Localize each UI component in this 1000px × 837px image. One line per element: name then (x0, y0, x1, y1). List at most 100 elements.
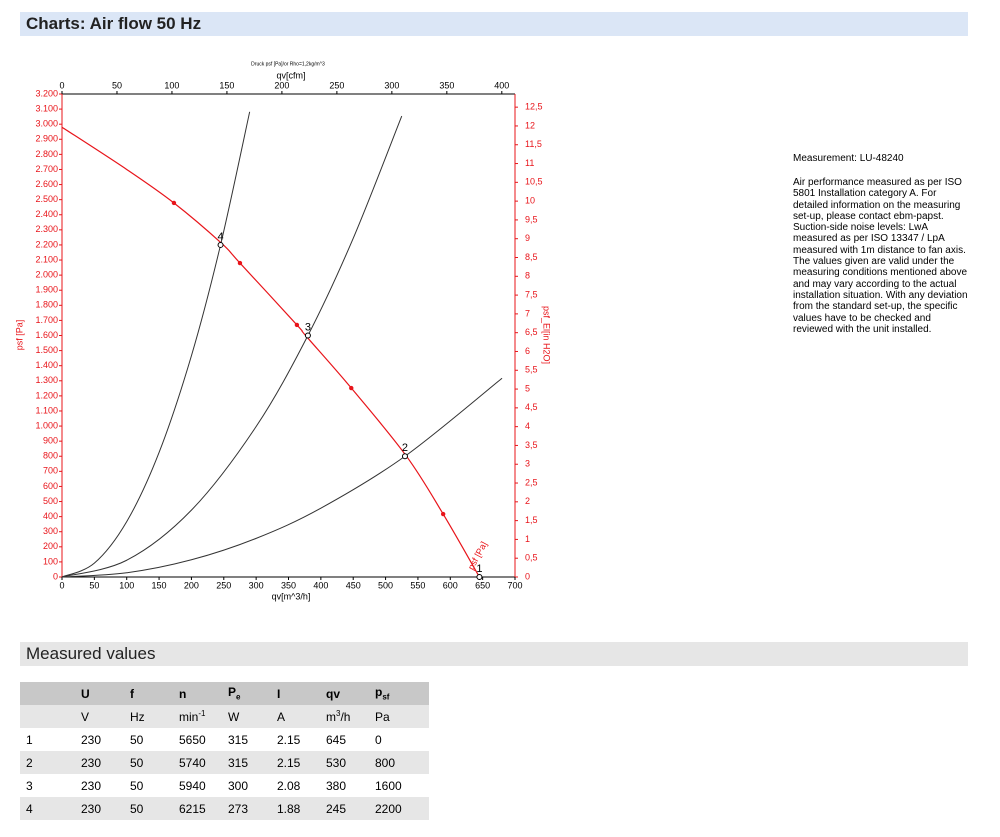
series-line (61, 111, 251, 578)
y2-tick-label: 4 (525, 421, 530, 431)
table-cell: Hz (124, 705, 173, 728)
x2-tick-label: 350 (439, 80, 454, 90)
table-cell: 530 (320, 751, 369, 774)
table-cell: 50 (124, 774, 173, 797)
y2-tick-label: 10,5 (525, 177, 543, 187)
y-tick-label: 1.700 (35, 315, 58, 325)
x-tick-label: 550 (410, 580, 425, 590)
y2-tick-label: 2 (525, 496, 530, 506)
table-cell: 645 (320, 728, 369, 751)
y-tick-label: 1.500 (35, 345, 58, 355)
table-cell: 2.15 (271, 728, 320, 751)
table-cell: 0 (369, 728, 429, 751)
marker (237, 260, 243, 266)
cell-text: n (179, 686, 187, 701)
chart: 01002003004005006007008009001.0001.1001.… (14, 61, 551, 601)
table-cell: 4 (20, 797, 75, 820)
y2-tick-label: 11,5 (525, 139, 542, 149)
table-cell: m3/h (320, 705, 369, 728)
cell-text: 1600 (375, 778, 402, 793)
table-cell: 245 (320, 797, 369, 820)
y-tick-label: 800 (43, 451, 58, 461)
table-cell: 300 (222, 774, 271, 797)
operating-point-label: 2 (402, 442, 408, 454)
y-tick-label: 2.700 (35, 164, 58, 174)
y2-tick-label: 3,5 (525, 440, 538, 450)
table-cell: 230 (75, 728, 124, 751)
y-tick-label: 1.300 (35, 375, 58, 385)
x-tick-label: 200 (184, 580, 199, 590)
y2-tick-label: 9 (525, 233, 530, 243)
table-cell: 5650 (173, 728, 222, 751)
y2-tick-label: 12,5 (525, 102, 543, 112)
cell-text: 2.15 (277, 732, 301, 747)
y-tick-label: 700 (43, 466, 58, 476)
table-cell: U (75, 682, 124, 705)
x-tick-label: 100 (119, 580, 134, 590)
x2-tick-label: 200 (274, 80, 289, 90)
y-tick-label: 1.100 (35, 405, 58, 415)
x-tick-label: 350 (281, 580, 296, 590)
cell-text: U (81, 686, 90, 701)
y-tick-label: 3.000 (35, 119, 58, 129)
table-cell: 230 (75, 797, 124, 820)
table-cell: 3 (20, 774, 75, 797)
x-tick-label: 600 (443, 580, 458, 590)
table-cell (20, 705, 75, 728)
x-tick-label: 650 (475, 580, 490, 590)
cell-text: 300 (228, 778, 249, 793)
cell-text: A (277, 709, 286, 724)
table-cell: Pa (369, 705, 429, 728)
table-cell: 2.15 (271, 751, 320, 774)
superscript: 3 (336, 709, 341, 718)
y2-tick-label: 1,5 (525, 515, 538, 525)
y-tick-label: 100 (43, 556, 58, 566)
cell-text: 50 (130, 755, 144, 770)
y2-tick-label: 7,5 (525, 289, 538, 299)
operating-point (476, 574, 483, 580)
table-cell: 1600 (369, 774, 429, 797)
table-cell: qv (320, 682, 369, 705)
y2-tick-label: 10 (525, 195, 535, 205)
operating-point (217, 241, 224, 248)
x-tick-label: 450 (346, 580, 361, 590)
cell-text: 6215 (179, 801, 206, 816)
table-cell: 50 (124, 728, 173, 751)
x-tick-label: 500 (378, 580, 393, 590)
y2-tick-label: 1 (525, 534, 530, 544)
table-cell: 6215 (173, 797, 222, 820)
y-tick-label: 2.100 (35, 254, 58, 264)
y-tick-label: 200 (43, 541, 58, 551)
x2-tick-label: 100 (164, 80, 179, 90)
cell-text: 315 (228, 732, 249, 747)
cell-text: 800 (375, 755, 396, 770)
cell-text: 2200 (375, 801, 402, 816)
table-cell: f (124, 682, 173, 705)
cell-text: 5650 (179, 732, 206, 747)
cell-text: 4 (26, 801, 33, 816)
table-row: 1 230 50 5650 315 2.15 645 0 (20, 728, 429, 751)
y-tick-label: 1.600 (35, 330, 58, 340)
marker (171, 200, 177, 206)
cell-text: 5740 (179, 755, 206, 770)
operating-point (401, 453, 408, 460)
cell-text: 5940 (179, 778, 206, 793)
y2-tick-label: 12 (525, 120, 535, 130)
cell-text: P (228, 685, 237, 700)
x-tick-label: 700 (507, 580, 522, 590)
marker (294, 322, 300, 328)
table-cell: 2 (20, 751, 75, 774)
table-cell: 315 (222, 728, 271, 751)
table-cell: psf (369, 682, 429, 705)
y-tick-label: 2.400 (35, 209, 58, 219)
cell-text: Hz (130, 709, 145, 724)
y-tick-label: 1.000 (35, 420, 58, 430)
cell-text: min (179, 710, 199, 724)
section-title: Charts: Air flow 50 Hz (20, 12, 968, 36)
y-tick-label: 900 (43, 436, 58, 446)
table-cell: W (222, 705, 271, 728)
series-line (61, 377, 503, 578)
y-tick-label: 3.200 (35, 88, 58, 98)
